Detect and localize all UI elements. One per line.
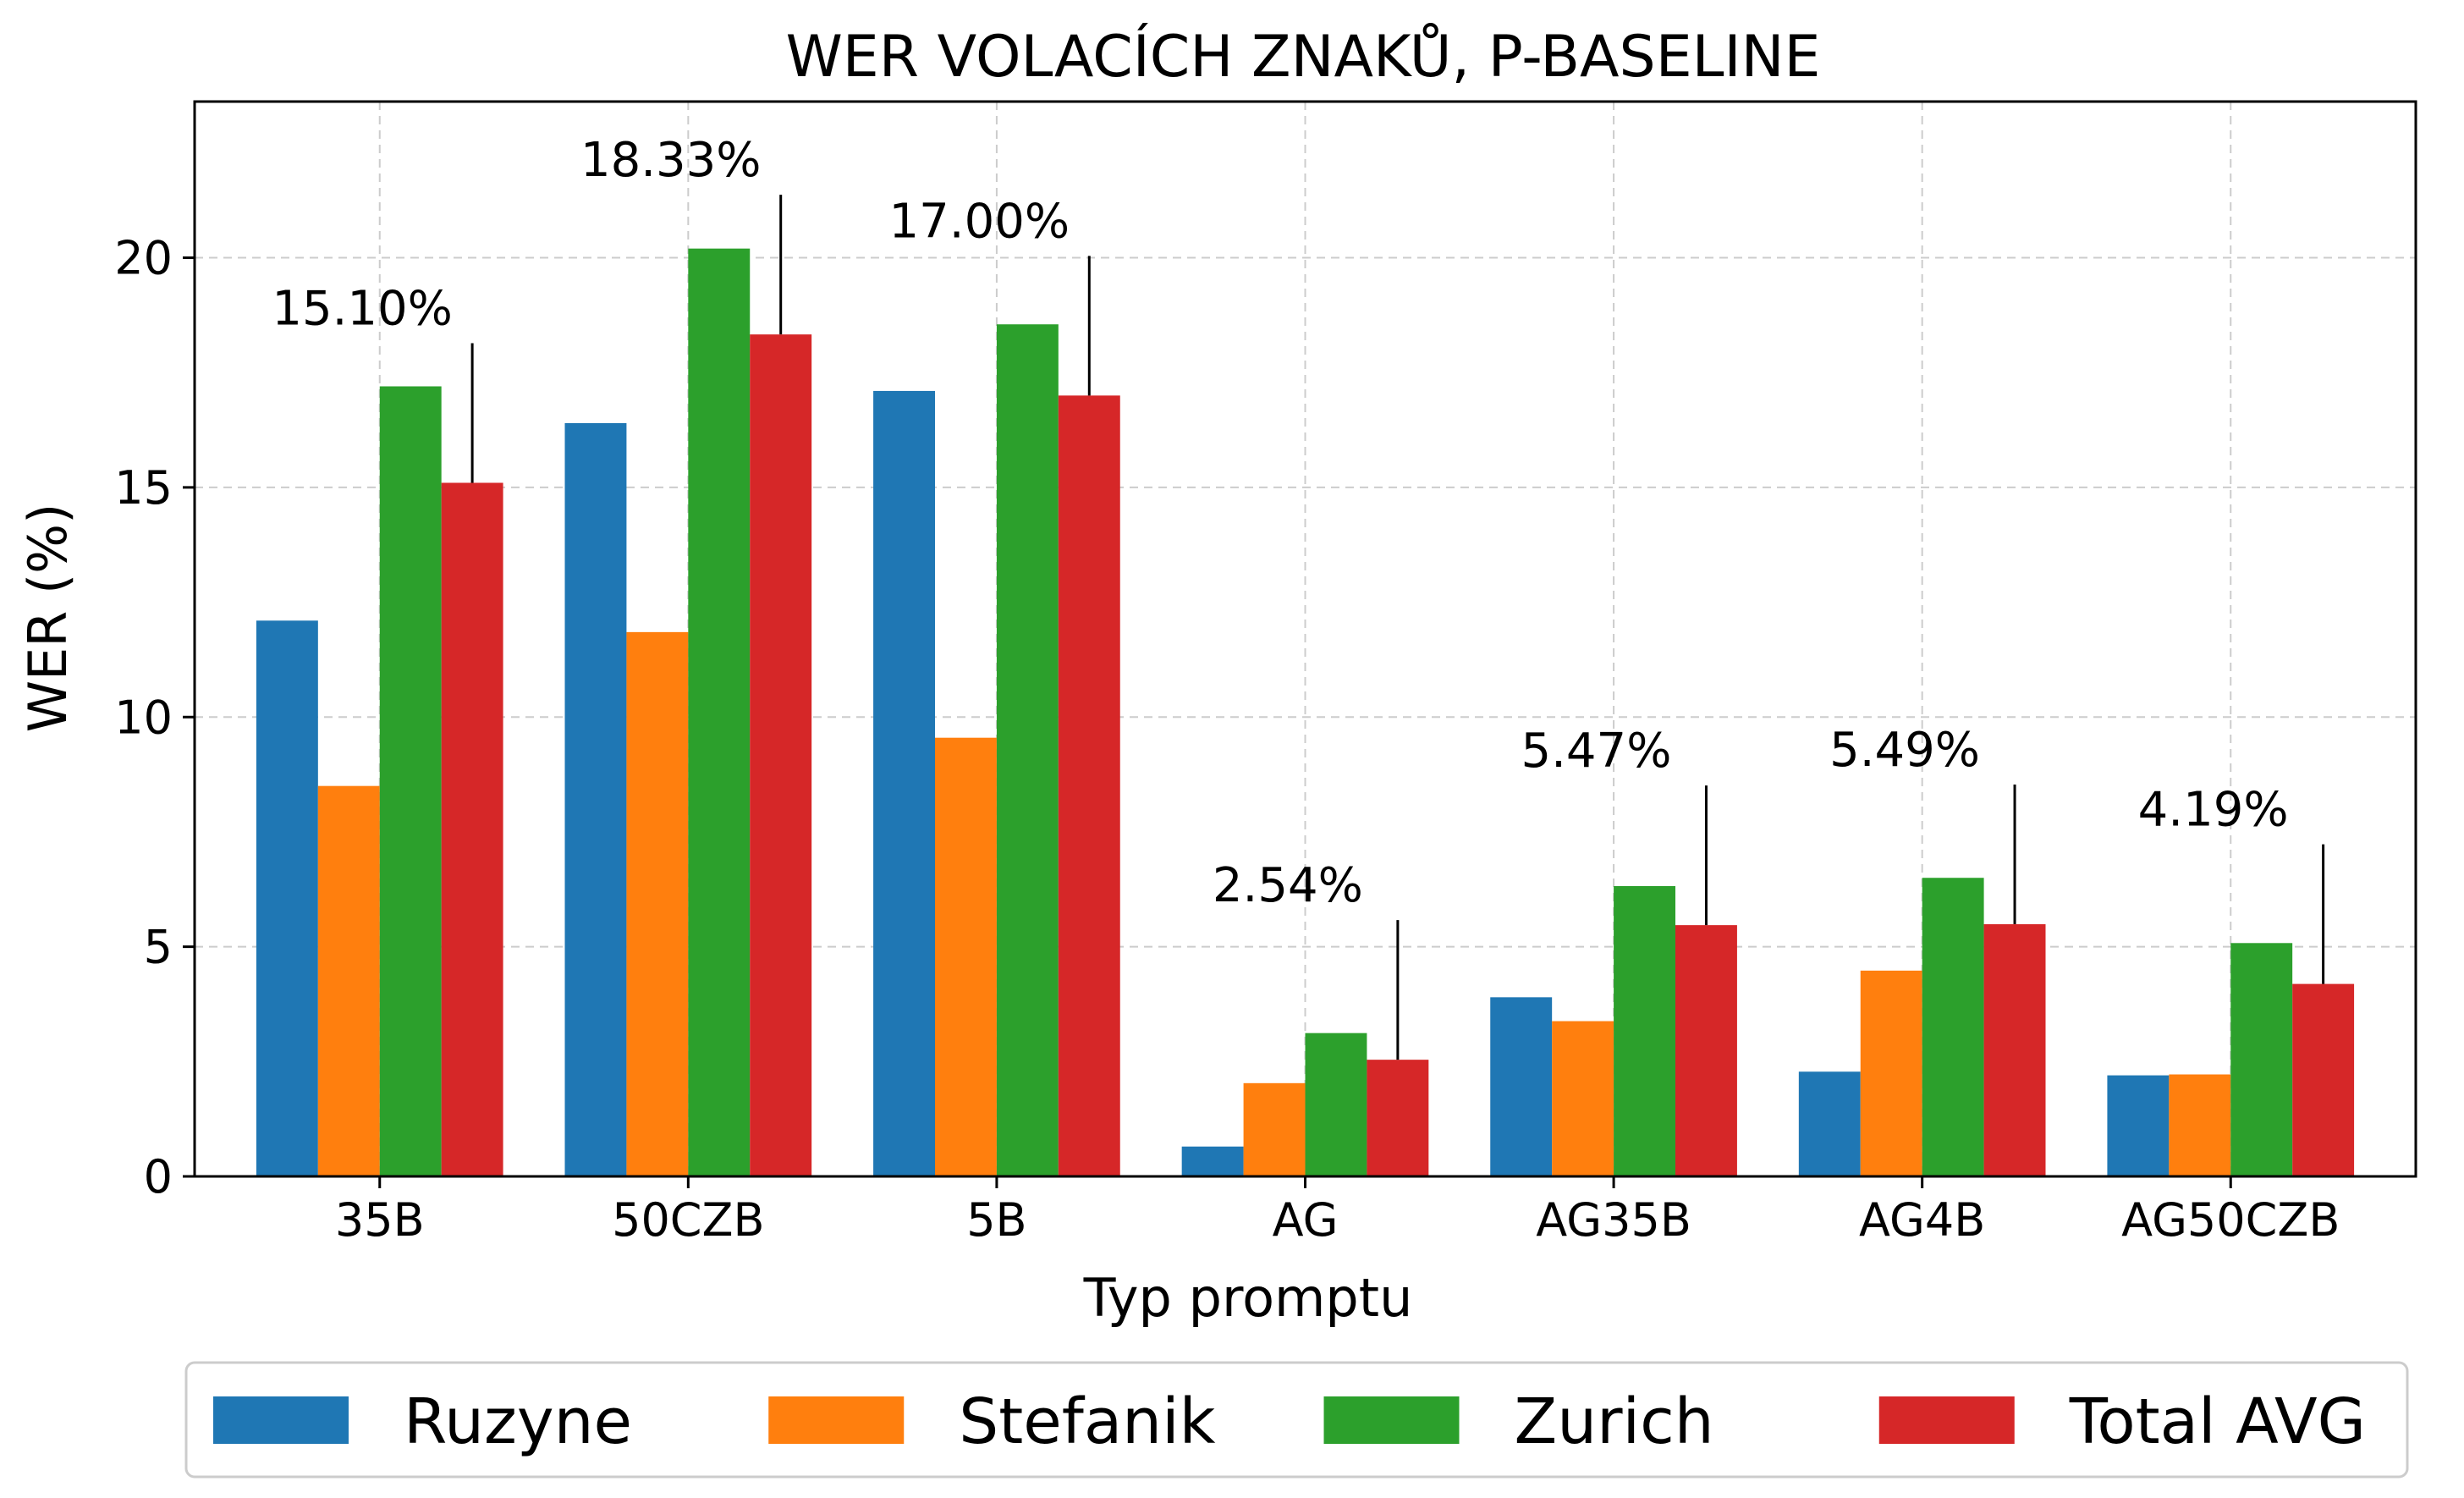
- bar: [2169, 1074, 2231, 1176]
- bar: [626, 631, 689, 1176]
- data-label: 2.54%: [1213, 858, 1363, 913]
- y-tick-label: 15: [114, 461, 173, 515]
- data-label: 5.47%: [1521, 724, 1672, 779]
- bar: [873, 390, 935, 1176]
- legend-swatch: [768, 1396, 905, 1444]
- bar: [1922, 878, 1984, 1176]
- x-tick-label: 50CZB: [612, 1193, 764, 1247]
- y-tick-label: 10: [114, 691, 173, 744]
- bar: [1860, 970, 1922, 1176]
- legend-swatch: [213, 1396, 349, 1444]
- bar: [996, 324, 1059, 1176]
- legend-label: Ruzyne: [404, 1385, 632, 1458]
- bar: [1798, 1071, 1861, 1176]
- bar: [1983, 924, 2046, 1176]
- annotations: 15.10% 18.33% 17.00% 2.54% 5.47% 5.49% 4.19%: [272, 133, 2325, 1060]
- bar: [2107, 1075, 2170, 1176]
- bar: [256, 620, 318, 1176]
- legend-swatch: [1323, 1396, 1460, 1444]
- bar: [1614, 885, 1675, 1176]
- bar: [750, 334, 812, 1177]
- bar: [317, 785, 380, 1176]
- bar: [2230, 943, 2293, 1176]
- bar: [935, 737, 997, 1176]
- data-label: 4.19%: [2138, 783, 2289, 838]
- legend-swatch: [1878, 1396, 2015, 1444]
- bar: [1058, 395, 1120, 1176]
- data-label: 5.49%: [1829, 723, 1980, 778]
- data-label: 17.00%: [889, 194, 1070, 249]
- x-tick-label: AG35B: [1536, 1193, 1691, 1247]
- x-axis-label: Typ promptu: [1083, 1267, 1413, 1329]
- bar: [1367, 1060, 1429, 1176]
- x-tick-label: AG50CZB: [2121, 1193, 2340, 1247]
- y-axis-ticks: 0 5 10 15 20: [114, 232, 195, 1203]
- y-tick-label: 20: [114, 232, 173, 285]
- x-axis-ticks: 35B 50CZB 5B AG AG35B AG4B AG50CZB: [335, 1176, 2340, 1247]
- y-axis-label: WER (%): [17, 504, 79, 733]
- x-tick-label: 35B: [335, 1193, 425, 1247]
- x-tick-label: AG4B: [1859, 1193, 1985, 1247]
- data-label: 18.33%: [580, 133, 762, 188]
- bar: [1181, 1146, 1244, 1176]
- bar: [379, 386, 442, 1176]
- bar: [688, 248, 751, 1177]
- chart-title: WER VOLACÍCH ZNAKŮ, P-BASELINE: [786, 23, 1821, 91]
- y-tick-label: 5: [144, 921, 173, 974]
- bar: [1243, 1082, 1306, 1176]
- legend-box: [184, 1361, 2409, 1479]
- y-tick-label: 0: [144, 1150, 173, 1203]
- bar: [1490, 997, 1553, 1176]
- bar: [2292, 983, 2355, 1176]
- legend-label: Total AVG: [2069, 1385, 2366, 1458]
- legend: Ruzyne Stefanik Zurich Total AVG: [184, 1361, 2409, 1479]
- data-label: 15.10%: [272, 281, 453, 336]
- bars: [256, 248, 2355, 1177]
- bar: [1675, 925, 1737, 1176]
- bar: [564, 422, 627, 1176]
- bar: [1552, 1021, 1614, 1176]
- x-tick-label: 5B: [966, 1193, 1026, 1247]
- x-tick-label: AG: [1273, 1193, 1339, 1247]
- bar: [1305, 1033, 1367, 1176]
- legend-label: Zurich: [1515, 1385, 1714, 1458]
- bar: [441, 482, 503, 1176]
- legend-label: Stefanik: [959, 1385, 1215, 1458]
- grid: [195, 102, 2416, 1177]
